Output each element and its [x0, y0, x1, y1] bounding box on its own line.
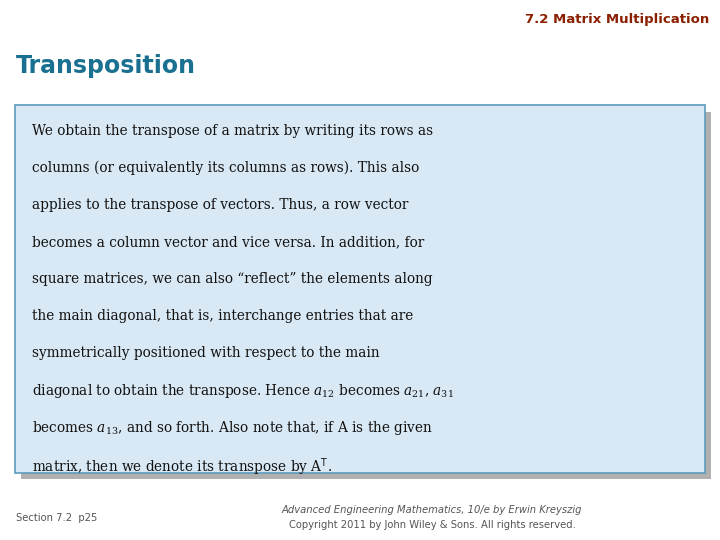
Text: symmetrically positioned with respect to the main: symmetrically positioned with respect to…: [32, 346, 379, 360]
Text: Transposition: Transposition: [16, 54, 196, 78]
Text: diagonal to obtain the transpose. Hence $a_{12}$ becomes $a_{21}$, $a_{31}$: diagonal to obtain the transpose. Hence …: [32, 382, 454, 401]
Text: matrix, then we denote its transpose by A$^{\mathsf{T}}$.: matrix, then we denote its transpose by …: [32, 456, 332, 478]
Text: square matrices, we can also “reflect” the elements along: square matrices, we can also “reflect” t…: [32, 272, 432, 286]
Text: Section 7.2  p25: Section 7.2 p25: [16, 514, 97, 523]
Text: 7.2 Matrix Multiplication: 7.2 Matrix Multiplication: [525, 14, 709, 26]
FancyBboxPatch shape: [15, 105, 705, 472]
Text: the main diagonal, that is, interchange entries that are: the main diagonal, that is, interchange …: [32, 309, 413, 323]
Text: becomes $a_{13}$, and so forth. Also note that, if A is the given: becomes $a_{13}$, and so forth. Also not…: [32, 420, 433, 437]
Text: Advanced Engineering Mathematics, 10/e by Erwin Kreyszig: Advanced Engineering Mathematics, 10/e b…: [282, 505, 582, 515]
FancyBboxPatch shape: [21, 112, 711, 479]
Text: We obtain the transpose of a matrix by writing its rows as: We obtain the transpose of a matrix by w…: [32, 124, 433, 138]
Text: columns (or equivalently its columns as rows). This also: columns (or equivalently its columns as …: [32, 161, 419, 176]
Text: Copyright 2011 by John Wiley & Sons. All rights reserved.: Copyright 2011 by John Wiley & Sons. All…: [289, 520, 575, 530]
Text: becomes a column vector and vice versa. In addition, for: becomes a column vector and vice versa. …: [32, 235, 424, 249]
Text: applies to the transpose of vectors. Thus, a row vector: applies to the transpose of vectors. Thu…: [32, 198, 408, 212]
